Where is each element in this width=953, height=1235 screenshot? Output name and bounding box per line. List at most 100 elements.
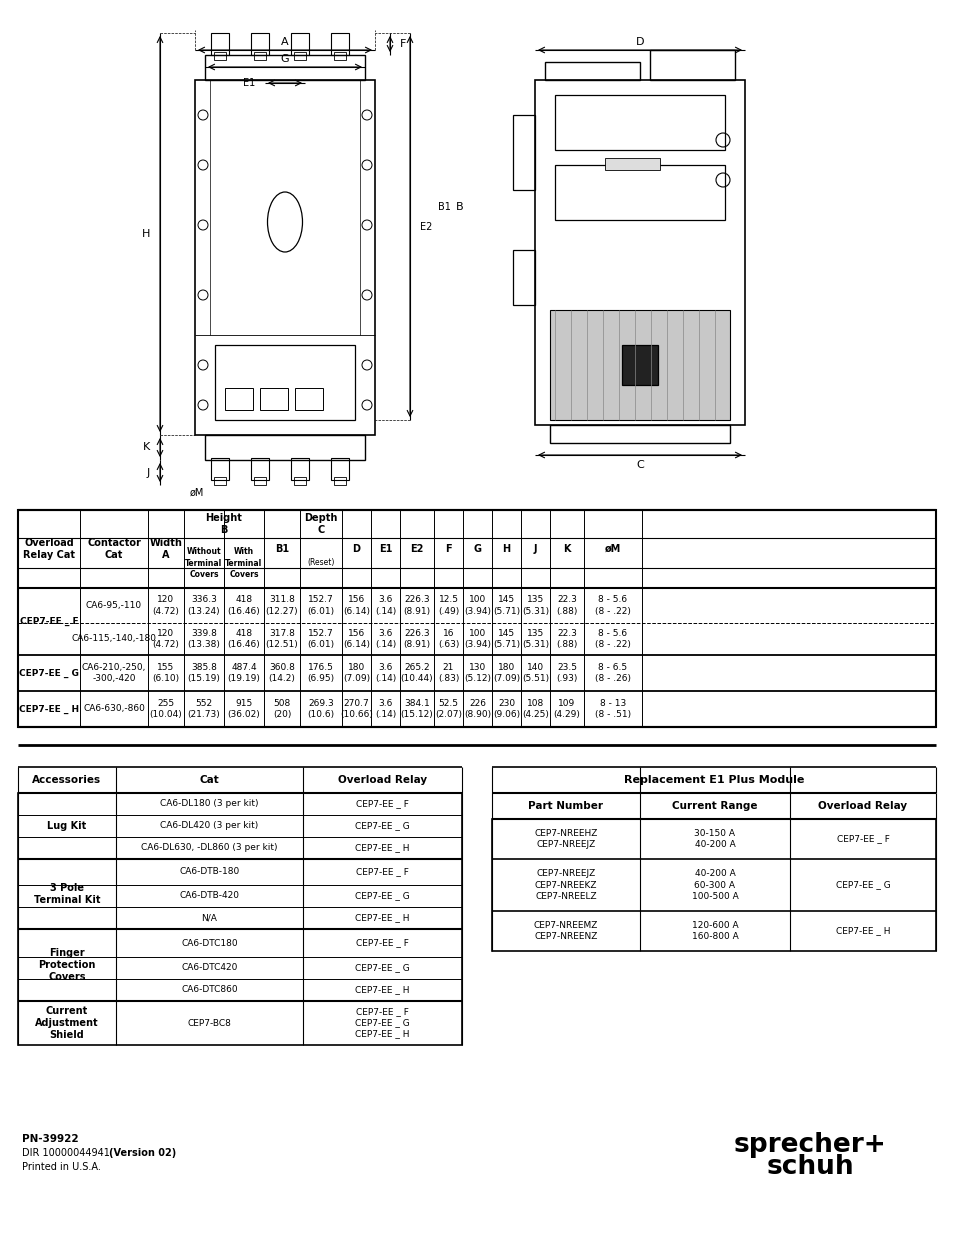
- Bar: [291, 33, 309, 56]
- Text: CEP7-EE _ H: CEP7-EE _ H: [355, 986, 410, 994]
- Text: 269.3
(10.6): 269.3 (10.6): [307, 699, 335, 719]
- Text: 230
(9.06): 230 (9.06): [493, 699, 519, 719]
- Text: 336.3
(13.24): 336.3 (13.24): [188, 595, 220, 615]
- Text: CEP7-EE _ G: CEP7-EE _ G: [355, 892, 410, 900]
- Text: 100
(3.94): 100 (3.94): [463, 629, 491, 650]
- Bar: [535, 80, 744, 425]
- Bar: [211, 33, 229, 56]
- Text: CA6-DTC860: CA6-DTC860: [181, 986, 237, 994]
- Text: CEP7-EE _ G: CEP7-EE _ G: [835, 881, 889, 889]
- Text: 226.3
(8.91): 226.3 (8.91): [403, 595, 430, 615]
- Text: 317.8
(12.51): 317.8 (12.51): [265, 629, 298, 650]
- Text: Height
B: Height B: [205, 513, 242, 535]
- Text: 156
(6.14): 156 (6.14): [343, 629, 370, 650]
- Text: CEP7-EE _ F: CEP7-EE _ F: [836, 835, 888, 844]
- Bar: [251, 33, 269, 56]
- Text: 3.6
(.14): 3.6 (.14): [375, 595, 395, 615]
- Text: CA6-115,-140,-180: CA6-115,-140,-180: [71, 635, 156, 643]
- Text: 22.3
(.88): 22.3 (.88): [556, 595, 578, 615]
- Text: CEP7-EE _ F: CEP7-EE _ F: [355, 799, 409, 809]
- Text: CEP7-EE _ H: CEP7-EE _ H: [19, 704, 79, 714]
- Text: CEP7-NREEHZ
CEP7-NREEJZ: CEP7-NREEHZ CEP7-NREEJZ: [534, 829, 598, 848]
- Bar: [260, 388, 288, 410]
- Text: CA6-DTB-420: CA6-DTB-420: [179, 892, 239, 900]
- Text: CA6-DL630, -DL860 (3 per kit): CA6-DL630, -DL860 (3 per kit): [141, 844, 277, 852]
- Text: 30-150 A
40-200 A: 30-150 A 40-200 A: [694, 829, 735, 848]
- Text: Cat: Cat: [199, 776, 219, 785]
- Text: 176.5
(6.95): 176.5 (6.95): [307, 663, 335, 683]
- Text: K: K: [143, 442, 150, 452]
- Bar: [513, 249, 535, 305]
- Text: CEP7-EE _ F
CEP7-EE _ G
CEP7-EE _ H: CEP7-EE _ F CEP7-EE _ G CEP7-EE _ H: [355, 1008, 410, 1039]
- Text: B1: B1: [274, 543, 289, 555]
- Text: 3.6
(.14): 3.6 (.14): [375, 699, 395, 719]
- Text: E1: E1: [378, 543, 392, 555]
- Text: Contactor
Cat: Contactor Cat: [87, 537, 141, 561]
- Bar: [544, 62, 639, 80]
- Text: K: K: [562, 543, 570, 555]
- Text: 255
(10.04): 255 (10.04): [150, 699, 182, 719]
- Text: 418
(16.46): 418 (16.46): [228, 629, 260, 650]
- Text: Finger
Protection
Covers: Finger Protection Covers: [38, 947, 95, 982]
- Bar: [604, 158, 659, 170]
- Bar: [621, 345, 658, 385]
- Bar: [555, 95, 724, 149]
- Text: øM: øM: [190, 488, 204, 498]
- Text: D: D: [635, 37, 643, 47]
- Text: Accessories: Accessories: [32, 776, 101, 785]
- Text: 385.8
(15.19): 385.8 (15.19): [188, 663, 220, 683]
- Text: E2: E2: [410, 543, 423, 555]
- Text: CEP7-EE _ H: CEP7-EE _ H: [355, 914, 410, 923]
- Text: CA6-210,-250,
-300,-420: CA6-210,-250, -300,-420: [82, 663, 146, 683]
- Text: (Version 02): (Version 02): [109, 1149, 176, 1158]
- Text: J: J: [533, 543, 537, 555]
- Text: 100
(3.94): 100 (3.94): [463, 595, 491, 615]
- Text: CA6-DL180 (3 per kit): CA6-DL180 (3 per kit): [160, 799, 258, 809]
- Text: 120-600 A
160-800 A: 120-600 A 160-800 A: [691, 921, 738, 941]
- Text: 8 - 5.6
(8 - .22): 8 - 5.6 (8 - .22): [595, 595, 630, 615]
- Bar: [291, 458, 309, 480]
- Text: 152.7
(6.01): 152.7 (6.01): [307, 629, 335, 650]
- Text: CEP7-EE _ F: CEP7-EE _ F: [20, 618, 78, 626]
- Bar: [649, 49, 734, 80]
- Text: J: J: [147, 468, 150, 478]
- Bar: [550, 425, 729, 443]
- Text: Overload
Relay Cat: Overload Relay Cat: [23, 537, 75, 561]
- Text: Overload Relay: Overload Relay: [818, 802, 906, 811]
- Text: H: H: [502, 543, 510, 555]
- Text: CEP7-NREEMZ
CEP7-NREENZ: CEP7-NREEMZ CEP7-NREENZ: [534, 921, 598, 941]
- Text: 135
(5.31): 135 (5.31): [521, 629, 549, 650]
- Text: 23.5
(.93): 23.5 (.93): [556, 663, 578, 683]
- Text: Without
Terminal
Covers: Without Terminal Covers: [185, 547, 222, 579]
- Text: B1: B1: [437, 201, 451, 211]
- Text: CEP7-EE _ F: CEP7-EE _ F: [355, 939, 409, 947]
- Bar: [331, 33, 349, 56]
- Text: 130
(5.12): 130 (5.12): [463, 663, 491, 683]
- Text: 508
(20): 508 (20): [273, 699, 291, 719]
- Text: 3 Pole
Terminal Kit: 3 Pole Terminal Kit: [33, 883, 100, 905]
- Text: Overload Relay: Overload Relay: [337, 776, 427, 785]
- Bar: [294, 388, 323, 410]
- Text: 145
(5.71): 145 (5.71): [493, 629, 519, 650]
- Text: øM: øM: [604, 543, 620, 555]
- Text: CA6-630,-860: CA6-630,-860: [83, 704, 145, 714]
- Text: B: B: [456, 201, 463, 211]
- Text: 3.6
(.14): 3.6 (.14): [375, 629, 395, 650]
- Text: With
Terminal
Covers: With Terminal Covers: [225, 547, 262, 579]
- Text: CEP7-EE _ H: CEP7-EE _ H: [355, 844, 410, 852]
- Text: 270.7
(10.66): 270.7 (10.66): [339, 699, 373, 719]
- Bar: [213, 52, 226, 61]
- Text: DIR 10000044941: DIR 10000044941: [22, 1149, 112, 1158]
- Text: 21
(.83): 21 (.83): [437, 663, 458, 683]
- Bar: [205, 435, 365, 459]
- Text: 180
(7.09): 180 (7.09): [342, 663, 370, 683]
- Text: Lug Kit: Lug Kit: [48, 821, 87, 831]
- Bar: [213, 477, 226, 485]
- Text: Depth
C: Depth C: [304, 513, 337, 535]
- Text: CEP7-NREEJZ
CEP7-NREEKZ
CEP7-NREELZ: CEP7-NREEJZ CEP7-NREEKZ CEP7-NREELZ: [535, 869, 597, 900]
- Bar: [18, 510, 935, 727]
- Text: 311.8
(12.27): 311.8 (12.27): [265, 595, 298, 615]
- Bar: [555, 165, 724, 220]
- Text: 915
(36.02): 915 (36.02): [228, 699, 260, 719]
- Text: CA6-DTC420: CA6-DTC420: [181, 963, 237, 972]
